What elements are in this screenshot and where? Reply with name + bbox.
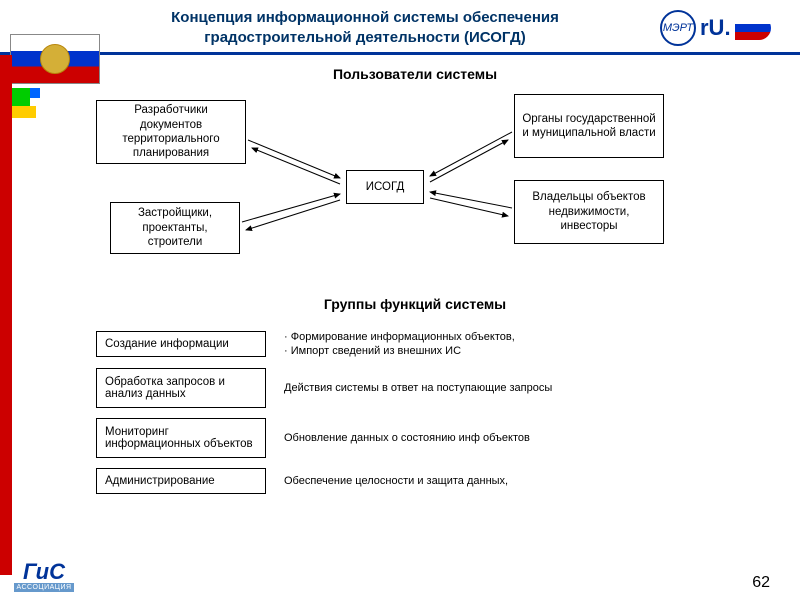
green-square-icon <box>12 88 30 106</box>
users-box-top-left: Разработчики документов территориального… <box>96 100 246 164</box>
functions-section-title: Группы функций системы <box>40 296 790 312</box>
blue-square-icon <box>30 88 40 98</box>
header-underline <box>0 52 800 55</box>
yellow-bar-icon <box>12 106 36 118</box>
func-desc-3: Обеспечение целосности и защита данных, <box>284 474 704 488</box>
users-box-top-right: Органы государственной и муниципальной в… <box>514 94 664 158</box>
func-box-0: Создание информации <box>96 331 266 357</box>
diagram-canvas: Пользователи системы Разработчики докуме… <box>40 62 790 590</box>
ru-text: rU. <box>700 15 731 41</box>
func-row-2: Мониторинг информационных объектов Обнов… <box>96 418 704 458</box>
func-row-1: Обработка запросов и анализ данных Дейст… <box>96 368 704 408</box>
func-desc-0: Формирование информационных объектов, Им… <box>284 330 704 359</box>
title-line-1: Концепция информационной системы обеспеч… <box>171 9 559 26</box>
left-red-bar <box>0 55 12 575</box>
func-box-2: Мониторинг информационных объектов <box>96 418 266 458</box>
mert-circle-icon: МЭРТ <box>660 10 696 46</box>
users-box-center: ИСОГД <box>346 170 424 204</box>
logo-ru: МЭРТ rU. <box>660 8 790 48</box>
users-box-bottom-right: Владельцы объектов недвижимости, инвесто… <box>514 180 664 244</box>
func-desc-0-line-1: Импорт сведений из внешних ИС <box>284 344 704 358</box>
gis-logo-big: ГиС <box>14 561 74 583</box>
flag-icon <box>735 16 771 40</box>
gis-logo: ГиС АССОЦИАЦИЯ <box>14 561 74 592</box>
func-desc-1: Действия системы в ответ на поступающие … <box>284 381 704 395</box>
users-box-bottom-left: Застройщики, проектанты, строители <box>110 202 240 254</box>
func-box-1: Обработка запросов и анализ данных <box>96 368 266 408</box>
title-line-2: градостроительной деятельности (ИСОГД) <box>204 29 525 46</box>
func-desc-2: Обновление данных о состоянию инф объект… <box>284 431 704 445</box>
func-row-0: Создание информации Формирование информа… <box>96 330 704 359</box>
page-number: 62 <box>752 574 770 592</box>
func-box-3: Администрирование <box>96 468 266 494</box>
slide-title: Концепция информационной системы обеспеч… <box>80 8 650 47</box>
users-section-title: Пользователи системы <box>40 66 790 82</box>
func-desc-0-line-0: Формирование информационных объектов, <box>284 330 704 344</box>
func-row-3: Администрирование Обеспечение целосности… <box>96 468 704 494</box>
gis-logo-assoc: АССОЦИАЦИЯ <box>14 583 74 592</box>
